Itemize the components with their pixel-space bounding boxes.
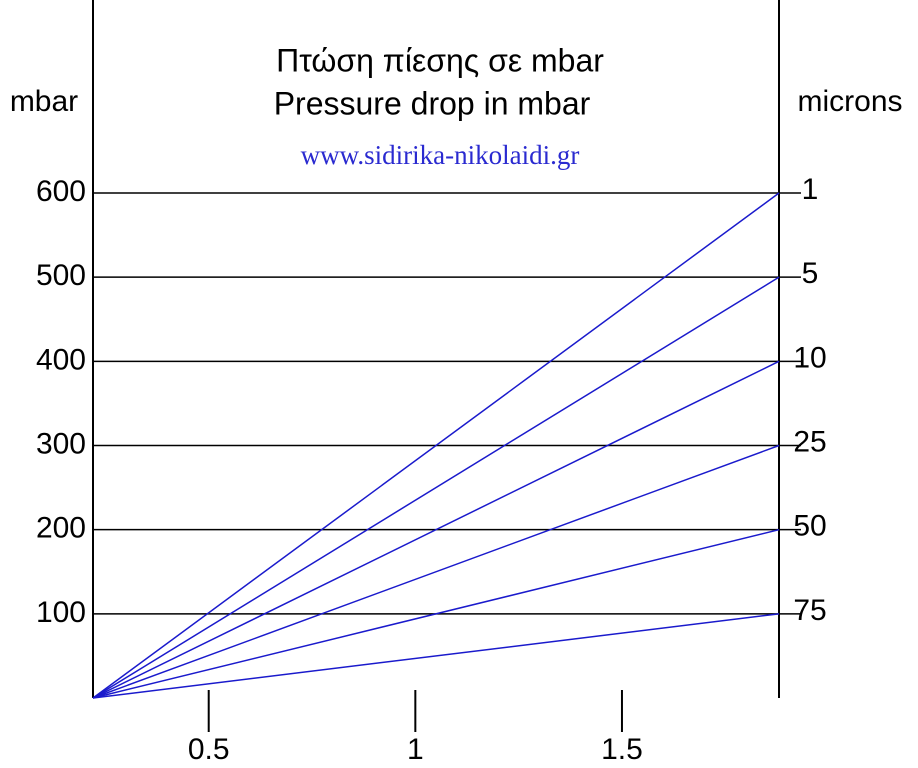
series-line — [92, 613, 780, 699]
x-tick-label: 1 — [407, 733, 424, 766]
y2-axis-label: microns — [797, 85, 902, 118]
y-tick-label: 100 — [36, 596, 86, 629]
series-label: 25 — [793, 425, 826, 458]
series-line — [92, 276, 780, 699]
series-line — [92, 444, 780, 699]
y-tick-label: 200 — [36, 512, 86, 545]
y-axis-label: mbar — [10, 85, 78, 118]
series-line — [92, 360, 780, 699]
series-label: 10 — [793, 341, 826, 374]
x-tick-label: 1.5 — [601, 733, 643, 766]
series-line — [92, 192, 780, 699]
series-label: 1 — [802, 173, 819, 206]
chart-subtitle: www.sidirika-nikolaidi.gr — [301, 140, 580, 170]
y-tick-label: 400 — [36, 343, 86, 376]
x-tick-label: 0.5 — [188, 733, 230, 766]
chart-title: Πτώση πίεσης σε mbar — [276, 42, 604, 78]
series-label: 50 — [793, 510, 826, 543]
series-line — [92, 528, 780, 699]
chart-title: Pressure drop in mbar — [274, 85, 591, 121]
y-tick-label: 300 — [36, 427, 86, 460]
y-tick-label: 500 — [36, 259, 86, 292]
y-tick-label: 600 — [36, 175, 86, 208]
series-label: 5 — [802, 257, 819, 290]
series-label: 75 — [793, 594, 826, 627]
